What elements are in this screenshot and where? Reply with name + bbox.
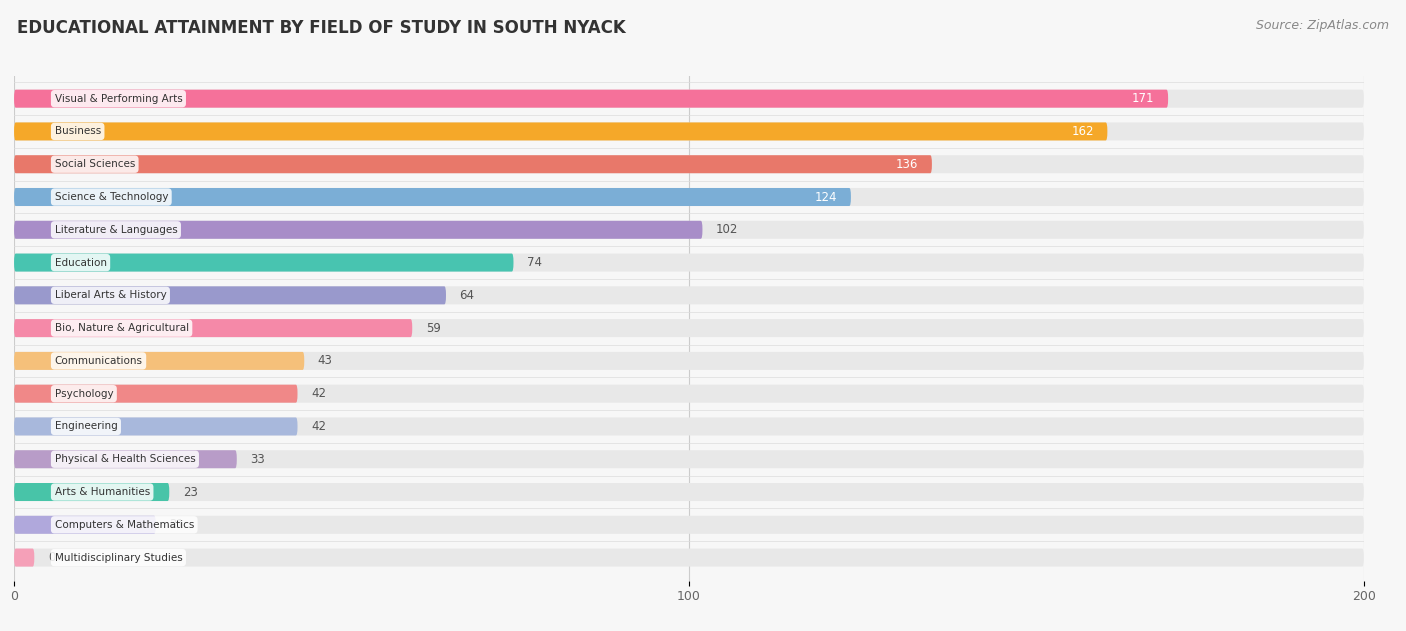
FancyBboxPatch shape xyxy=(14,122,1364,141)
Text: 124: 124 xyxy=(815,191,838,204)
Text: 59: 59 xyxy=(426,322,440,334)
Text: Visual & Performing Arts: Visual & Performing Arts xyxy=(55,93,183,103)
Text: 171: 171 xyxy=(1132,92,1154,105)
Text: Arts & Humanities: Arts & Humanities xyxy=(55,487,150,497)
Text: Social Sciences: Social Sciences xyxy=(55,159,135,169)
FancyBboxPatch shape xyxy=(14,286,1364,304)
FancyBboxPatch shape xyxy=(14,122,1108,141)
Text: Engineering: Engineering xyxy=(55,422,117,432)
Text: Bio, Nature & Agricultural: Bio, Nature & Agricultural xyxy=(55,323,188,333)
Text: Multidisciplinary Studies: Multidisciplinary Studies xyxy=(55,553,183,563)
FancyBboxPatch shape xyxy=(14,385,1364,403)
FancyBboxPatch shape xyxy=(14,516,1364,534)
Text: Computers & Mathematics: Computers & Mathematics xyxy=(55,520,194,530)
FancyBboxPatch shape xyxy=(14,155,932,174)
FancyBboxPatch shape xyxy=(14,385,298,403)
Text: Science & Technology: Science & Technology xyxy=(55,192,169,202)
Text: Literature & Languages: Literature & Languages xyxy=(55,225,177,235)
FancyBboxPatch shape xyxy=(14,483,169,501)
FancyBboxPatch shape xyxy=(14,483,1364,501)
Text: 23: 23 xyxy=(183,485,198,498)
Text: 0: 0 xyxy=(48,551,55,564)
Text: 21: 21 xyxy=(169,518,184,531)
FancyBboxPatch shape xyxy=(14,548,1364,567)
FancyBboxPatch shape xyxy=(14,451,1364,468)
FancyBboxPatch shape xyxy=(14,254,513,271)
FancyBboxPatch shape xyxy=(14,221,1364,239)
FancyBboxPatch shape xyxy=(14,90,1364,108)
Text: 33: 33 xyxy=(250,452,264,466)
Text: EDUCATIONAL ATTAINMENT BY FIELD OF STUDY IN SOUTH NYACK: EDUCATIONAL ATTAINMENT BY FIELD OF STUDY… xyxy=(17,19,626,37)
FancyBboxPatch shape xyxy=(14,188,851,206)
FancyBboxPatch shape xyxy=(14,221,703,239)
FancyBboxPatch shape xyxy=(14,548,34,567)
Text: Source: ZipAtlas.com: Source: ZipAtlas.com xyxy=(1256,19,1389,32)
Text: 74: 74 xyxy=(527,256,541,269)
Text: Psychology: Psychology xyxy=(55,389,112,399)
Text: Communications: Communications xyxy=(55,356,142,366)
Text: 102: 102 xyxy=(716,223,738,236)
FancyBboxPatch shape xyxy=(14,319,412,337)
Text: 42: 42 xyxy=(311,420,326,433)
Text: 64: 64 xyxy=(460,289,474,302)
FancyBboxPatch shape xyxy=(14,90,1168,108)
Text: Education: Education xyxy=(55,257,107,268)
FancyBboxPatch shape xyxy=(14,451,236,468)
FancyBboxPatch shape xyxy=(14,188,1364,206)
FancyBboxPatch shape xyxy=(14,319,1364,337)
FancyBboxPatch shape xyxy=(14,352,304,370)
FancyBboxPatch shape xyxy=(14,352,1364,370)
Text: Business: Business xyxy=(55,126,101,136)
Text: Liberal Arts & History: Liberal Arts & History xyxy=(55,290,166,300)
FancyBboxPatch shape xyxy=(14,254,1364,271)
Text: 136: 136 xyxy=(896,158,918,171)
Text: 162: 162 xyxy=(1071,125,1094,138)
FancyBboxPatch shape xyxy=(14,418,298,435)
FancyBboxPatch shape xyxy=(14,418,1364,435)
Text: Physical & Health Sciences: Physical & Health Sciences xyxy=(55,454,195,464)
FancyBboxPatch shape xyxy=(14,286,446,304)
Text: 43: 43 xyxy=(318,355,333,367)
FancyBboxPatch shape xyxy=(14,155,1364,174)
Text: 42: 42 xyxy=(311,387,326,400)
FancyBboxPatch shape xyxy=(14,516,156,534)
